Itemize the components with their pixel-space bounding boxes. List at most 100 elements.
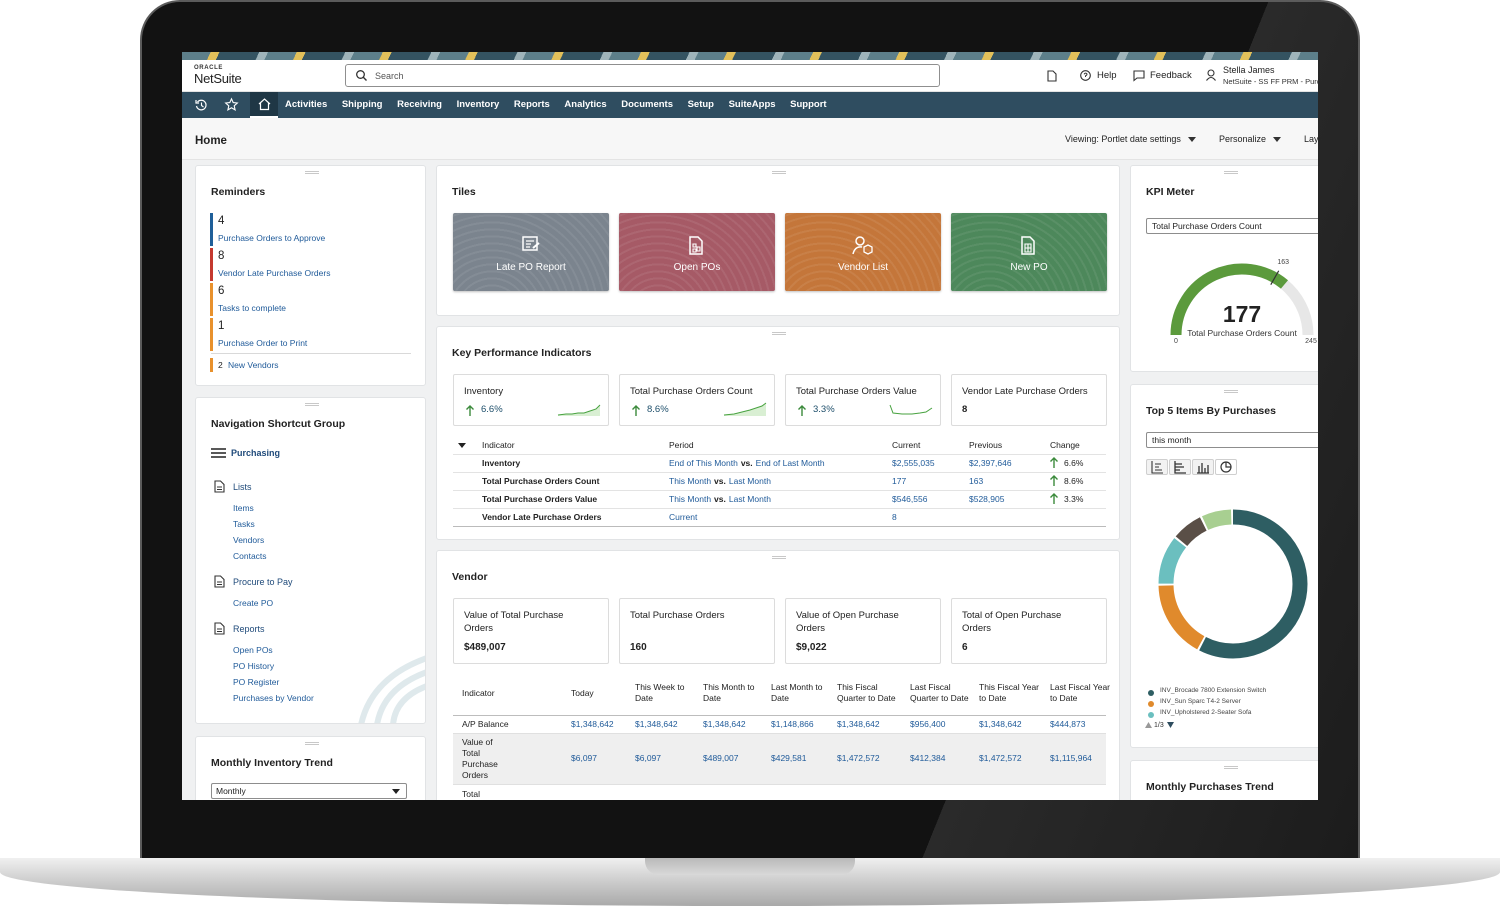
tile-label[interactable]: Open POs — [673, 262, 721, 273]
layout-menu[interactable]: Lay — [1304, 134, 1318, 144]
shortcut-section[interactable]: Lists — [233, 482, 252, 492]
reminder-link[interactable]: Purchase Order to Print — [218, 338, 308, 348]
row-value[interactable]: $956,400 — [910, 718, 946, 729]
row-value[interactable]: $489,007 — [703, 753, 739, 763]
kpi-current[interactable]: 8 — [892, 512, 897, 522]
chart-type-button[interactable] — [1146, 459, 1168, 475]
shortcut-link[interactable]: Create PO — [233, 598, 274, 608]
shortcut-link[interactable]: Open POs — [233, 645, 273, 655]
nav-item[interactable]: Support — [790, 99, 827, 110]
kpi-value: 8 — [962, 404, 968, 415]
row-value[interactable]: $1,472,572 — [837, 753, 880, 763]
reminder-count[interactable]: 2 — [218, 360, 223, 370]
shortcut-link[interactable]: PO History — [233, 661, 275, 671]
shortcut-link[interactable]: Items — [233, 503, 254, 513]
chart-type-button[interactable] — [1169, 459, 1191, 475]
kpi-change: 8.6% — [647, 404, 669, 415]
kpi-current[interactable]: $546,556 — [892, 494, 928, 504]
period-link[interactable]: Last Month — [728, 494, 771, 504]
period-link[interactable]: End of This Month — [669, 458, 738, 468]
period-link[interactable]: End of Last Month — [755, 458, 825, 468]
period-link[interactable]: This Month — [669, 476, 712, 486]
row-value[interactable]: $444,873 — [1050, 718, 1086, 729]
home-button[interactable] — [250, 92, 278, 118]
kpi-name: Total Purchase Orders Value — [796, 386, 917, 397]
icon-shape — [258, 98, 271, 111]
kpi-current[interactable]: 177 — [892, 476, 907, 486]
period-link[interactable]: Current — [669, 512, 698, 522]
shortcut-link[interactable]: Vendors — [233, 535, 265, 545]
reminder-count[interactable]: 1 — [218, 320, 225, 332]
tile[interactable]: Vendor List — [785, 213, 941, 291]
legend-pager: 1/3 — [1154, 722, 1164, 729]
kpi-current[interactable]: $2,555,035 — [892, 458, 935, 468]
reminder-count[interactable]: 8 — [218, 250, 225, 262]
period-link[interactable]: Last Month — [728, 476, 771, 486]
nav-item[interactable]: Reports — [513, 99, 550, 110]
kpi-select[interactable]: Total Purchase Orders Count — [1146, 218, 1318, 234]
shortcut-section[interactable]: Reports — [233, 624, 265, 634]
period-select[interactable]: Monthly — [211, 783, 407, 799]
chart-type-button[interactable] — [1192, 459, 1214, 475]
drag-handle — [304, 403, 319, 406]
search-box[interactable]: Search — [345, 64, 940, 87]
legend-swatch — [1148, 701, 1154, 707]
tile[interactable]: Open POs — [619, 213, 775, 291]
period-link[interactable]: This Month — [669, 494, 712, 504]
tile[interactable]: New PO — [951, 213, 1107, 291]
kpi-previous[interactable]: $528,905 — [969, 494, 1005, 504]
user-name[interactable]: Stella James — [1223, 65, 1275, 75]
row-value[interactable]: $412,384 — [910, 753, 946, 763]
row-value[interactable]: $429,581 — [771, 753, 807, 763]
row-value[interactable]: $1,348,642 — [635, 718, 678, 729]
reminder-link[interactable]: New Vendors — [228, 360, 279, 370]
nav-item[interactable]: Analytics — [564, 99, 607, 110]
reminder-link[interactable]: Purchase Orders to Approve — [218, 233, 326, 243]
row-value[interactable]: $1,115,964 — [1050, 753, 1092, 763]
chart-type-button[interactable] — [1215, 459, 1237, 475]
icon-shape — [195, 100, 199, 104]
shortcut-link[interactable]: Purchases by Vendor — [233, 693, 314, 703]
period-select[interactable]: this month — [1146, 432, 1318, 448]
shortcut-link[interactable]: PO Register — [233, 677, 280, 687]
row-value[interactable]: $1,348,642 — [571, 718, 614, 729]
row-value[interactable]: $1,472,572 — [979, 753, 1022, 763]
reminder-count[interactable]: 4 — [218, 215, 225, 227]
shortcut-link[interactable]: Tasks — [233, 519, 255, 529]
personalize-menu[interactable]: Personalize — [1219, 134, 1267, 144]
tile[interactable]: Late PO Report — [453, 213, 609, 291]
shortcut-group[interactable]: Purchasing — [231, 448, 281, 458]
chart-type-icon — [1151, 461, 1163, 474]
row-value[interactable]: $1,348,642 — [837, 718, 880, 729]
feedback-link[interactable]: Feedback — [1150, 70, 1192, 81]
nav-item[interactable]: Shipping — [341, 99, 383, 110]
help-link[interactable]: Help — [1097, 70, 1117, 81]
tile-label[interactable]: Late PO Report — [496, 262, 566, 273]
row-value[interactable]: $1,148,866 — [771, 718, 814, 729]
tile-label[interactable]: Vendor List — [837, 262, 889, 273]
icon-shape — [1083, 72, 1088, 77]
reminder-link[interactable]: Vendor Late Purchase Orders — [218, 268, 331, 278]
shortcut-link[interactable]: Contacts — [233, 551, 267, 561]
nav-item[interactable]: Documents — [621, 99, 673, 110]
date-settings[interactable]: Viewing: Portlet date settings — [1065, 134, 1181, 144]
portlet-title: Reminders — [211, 186, 266, 198]
row-value[interactable]: $1,348,642 — [703, 718, 746, 729]
nav-item[interactable]: Inventory — [456, 99, 500, 110]
nav-item[interactable]: Receiving — [397, 99, 442, 110]
reminder-link[interactable]: Tasks to complete — [218, 303, 287, 313]
nav-item[interactable]: Activities — [285, 99, 328, 110]
kpi-previous[interactable]: 163 — [969, 476, 984, 486]
row-value[interactable]: $1,348,642 — [979, 718, 1022, 729]
table-header: Period — [669, 440, 694, 450]
nav-item[interactable]: Setup — [687, 99, 714, 110]
kpi-previous[interactable]: $2,397,646 — [969, 458, 1012, 468]
tile-label[interactable]: New PO — [1010, 262, 1048, 273]
row-value[interactable]: $6,097 — [635, 753, 661, 763]
shortcut-section[interactable]: Procure to Pay — [233, 577, 293, 587]
caret-icon — [458, 443, 466, 448]
nav-item[interactable]: SuiteApps — [728, 99, 776, 110]
reminder-count[interactable]: 6 — [218, 285, 225, 297]
gauge-value-label: 177 — [1222, 301, 1262, 327]
row-value[interactable]: $6,097 — [571, 753, 597, 763]
